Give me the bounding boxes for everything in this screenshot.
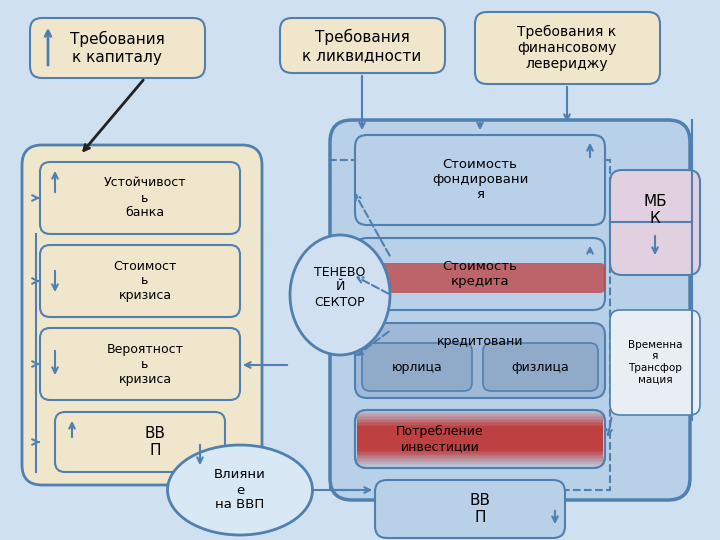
Bar bbox=[357, 466, 603, 468]
Text: физлица: физлица bbox=[511, 361, 569, 374]
FancyBboxPatch shape bbox=[362, 343, 472, 391]
Bar bbox=[357, 443, 603, 445]
Bar bbox=[357, 450, 603, 452]
Bar bbox=[357, 438, 603, 441]
Bar bbox=[357, 451, 603, 454]
FancyBboxPatch shape bbox=[355, 410, 605, 468]
Bar bbox=[357, 411, 603, 413]
Bar bbox=[357, 463, 603, 465]
Bar bbox=[357, 437, 603, 439]
Bar bbox=[357, 427, 603, 429]
Bar bbox=[357, 431, 603, 433]
Text: Стоимость
фондировани
я: Стоимость фондировани я bbox=[432, 159, 528, 201]
Bar bbox=[330, 160, 610, 490]
FancyBboxPatch shape bbox=[280, 18, 445, 73]
Bar bbox=[357, 457, 603, 460]
Bar bbox=[357, 428, 603, 430]
Text: Требования к
финансовому
левериджу: Требования к финансовому левериджу bbox=[517, 25, 617, 71]
Bar bbox=[357, 417, 603, 418]
FancyBboxPatch shape bbox=[475, 12, 660, 84]
Bar bbox=[357, 420, 603, 422]
Bar bbox=[357, 464, 603, 467]
FancyBboxPatch shape bbox=[40, 245, 240, 317]
Text: МБ
К: МБ К bbox=[643, 194, 667, 226]
Bar bbox=[357, 460, 603, 462]
Text: кредитовани: кредитовани bbox=[437, 334, 523, 348]
Bar bbox=[357, 444, 603, 446]
Bar bbox=[357, 455, 603, 456]
Text: Влияни
е
на ВВП: Влияни е на ВВП bbox=[214, 469, 266, 511]
Text: ТЕНЕВО
Й
СЕКТОР: ТЕНЕВО Й СЕКТОР bbox=[315, 266, 366, 308]
Ellipse shape bbox=[290, 235, 390, 355]
Bar bbox=[357, 441, 603, 443]
FancyBboxPatch shape bbox=[40, 162, 240, 234]
Ellipse shape bbox=[168, 445, 312, 535]
FancyBboxPatch shape bbox=[355, 238, 605, 310]
Bar bbox=[357, 459, 603, 461]
Bar bbox=[357, 414, 603, 416]
Text: Требования
к капиталу: Требования к капиталу bbox=[70, 31, 164, 65]
Bar bbox=[357, 447, 603, 449]
Bar bbox=[357, 436, 603, 437]
FancyBboxPatch shape bbox=[355, 135, 605, 225]
Text: юрлица: юрлица bbox=[392, 361, 442, 374]
FancyBboxPatch shape bbox=[483, 343, 598, 391]
Text: Устойчивост
ь
банка: Устойчивост ь банка bbox=[104, 177, 186, 219]
FancyBboxPatch shape bbox=[30, 18, 205, 78]
Text: Временна
я
Трансфор
мация: Временна я Трансфор мация bbox=[628, 340, 683, 384]
FancyBboxPatch shape bbox=[610, 310, 700, 415]
Text: ВВ
П: ВВ П bbox=[469, 493, 490, 525]
Bar bbox=[357, 433, 603, 435]
FancyBboxPatch shape bbox=[355, 323, 605, 398]
Bar bbox=[357, 424, 603, 426]
Bar bbox=[357, 440, 603, 442]
FancyBboxPatch shape bbox=[355, 263, 605, 293]
Bar bbox=[357, 462, 603, 464]
Bar bbox=[357, 422, 603, 424]
FancyBboxPatch shape bbox=[375, 480, 565, 538]
Bar bbox=[357, 456, 603, 458]
Bar bbox=[357, 421, 603, 423]
FancyBboxPatch shape bbox=[610, 170, 700, 275]
FancyBboxPatch shape bbox=[22, 145, 262, 485]
FancyBboxPatch shape bbox=[40, 328, 240, 400]
Bar bbox=[357, 446, 603, 448]
Bar bbox=[357, 415, 603, 417]
FancyBboxPatch shape bbox=[330, 120, 690, 500]
Text: Потребление
инвестиции: Потребление инвестиции bbox=[396, 425, 484, 453]
FancyBboxPatch shape bbox=[55, 412, 225, 472]
Text: Стоимост
ь
кризиса: Стоимост ь кризиса bbox=[113, 260, 176, 302]
Text: Требования
к ликвидности: Требования к ликвидности bbox=[302, 29, 422, 63]
Bar bbox=[357, 426, 603, 427]
Bar bbox=[357, 418, 603, 420]
Bar bbox=[357, 453, 603, 455]
Text: Вероятност
ь
кризиса: Вероятност ь кризиса bbox=[107, 342, 184, 386]
Bar bbox=[357, 409, 603, 411]
Text: Стоимость
кредита: Стоимость кредита bbox=[443, 260, 518, 288]
Bar bbox=[357, 434, 603, 436]
Bar bbox=[357, 413, 603, 414]
Bar bbox=[357, 449, 603, 450]
Bar bbox=[357, 430, 603, 432]
Text: ВВ
П: ВВ П bbox=[145, 426, 166, 458]
